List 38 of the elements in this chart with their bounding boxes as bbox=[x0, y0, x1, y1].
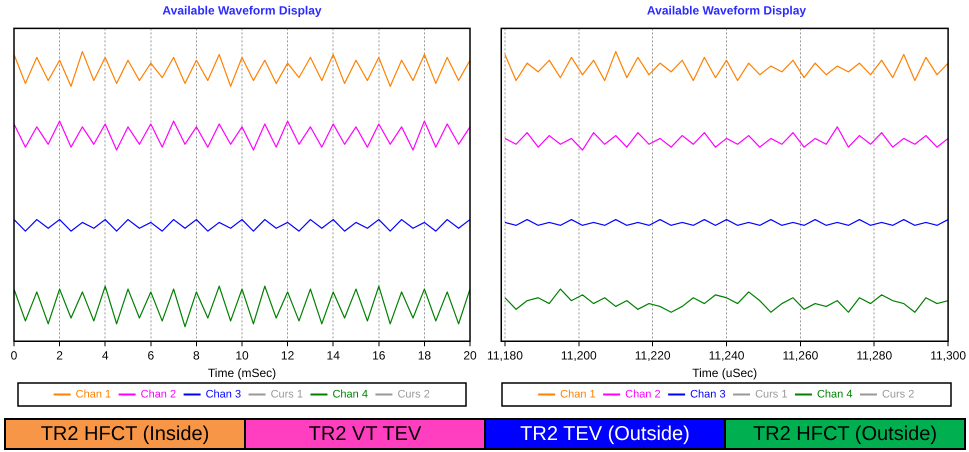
legend-label: Chan 4 bbox=[332, 388, 368, 401]
text: TR2 HFCT (Inside) bbox=[4, 418, 246, 450]
legend-label: Chan 2 bbox=[140, 388, 176, 401]
legend-label: Curs 1 bbox=[270, 388, 303, 401]
x-tick-label: 12 bbox=[280, 348, 295, 363]
x-tick-label: 11,180 bbox=[487, 348, 524, 363]
x-tick-label: 18 bbox=[418, 348, 432, 363]
x-tick-label: 0 bbox=[10, 348, 18, 363]
legend-label: Chan 2 bbox=[625, 388, 661, 401]
x-tick-label: 2 bbox=[56, 348, 64, 363]
text: TR2 TEV (Outside) bbox=[484, 418, 726, 450]
text: TR2 VT TEV bbox=[244, 418, 486, 450]
chart-title: Available Waveform Display bbox=[646, 4, 806, 18]
x-axis-title: Time (mSec) bbox=[208, 366, 276, 380]
legend-label: Chan 4 bbox=[816, 388, 852, 401]
legend-label: Curs 2 bbox=[397, 388, 430, 401]
legend-label: Curs 2 bbox=[882, 388, 914, 401]
x-tick-label: 11,280 bbox=[856, 348, 892, 363]
x-tick-label: 4 bbox=[102, 348, 109, 363]
x-tick-label: 8 bbox=[193, 348, 200, 363]
x-tick-label: 14 bbox=[326, 348, 340, 363]
x-tick-label: 20 bbox=[463, 348, 477, 363]
x-tick-label: 6 bbox=[147, 348, 154, 363]
x-axis-title: Time (uSec) bbox=[692, 366, 758, 380]
x-tick-label: 11,200 bbox=[560, 348, 598, 363]
x-tick-label: 11,300 bbox=[930, 348, 966, 363]
legend-label: Chan 3 bbox=[690, 388, 726, 401]
x-tick-label: 11,220 bbox=[634, 348, 671, 363]
chart-title: Available Waveform Display bbox=[162, 4, 322, 18]
x-tick-label: 11,260 bbox=[782, 348, 819, 363]
x-tick-label: 16 bbox=[372, 348, 386, 363]
legend-label: Chan 1 bbox=[560, 388, 596, 401]
x-tick-label: 10 bbox=[235, 348, 249, 363]
legend-label: Chan 1 bbox=[76, 388, 112, 401]
text: TR2 HFCT (Outside) bbox=[724, 418, 966, 450]
legend-label: Chan 3 bbox=[206, 388, 242, 401]
x-tick-label: 11,240 bbox=[708, 348, 745, 363]
legend-label: Curs 1 bbox=[755, 388, 788, 401]
